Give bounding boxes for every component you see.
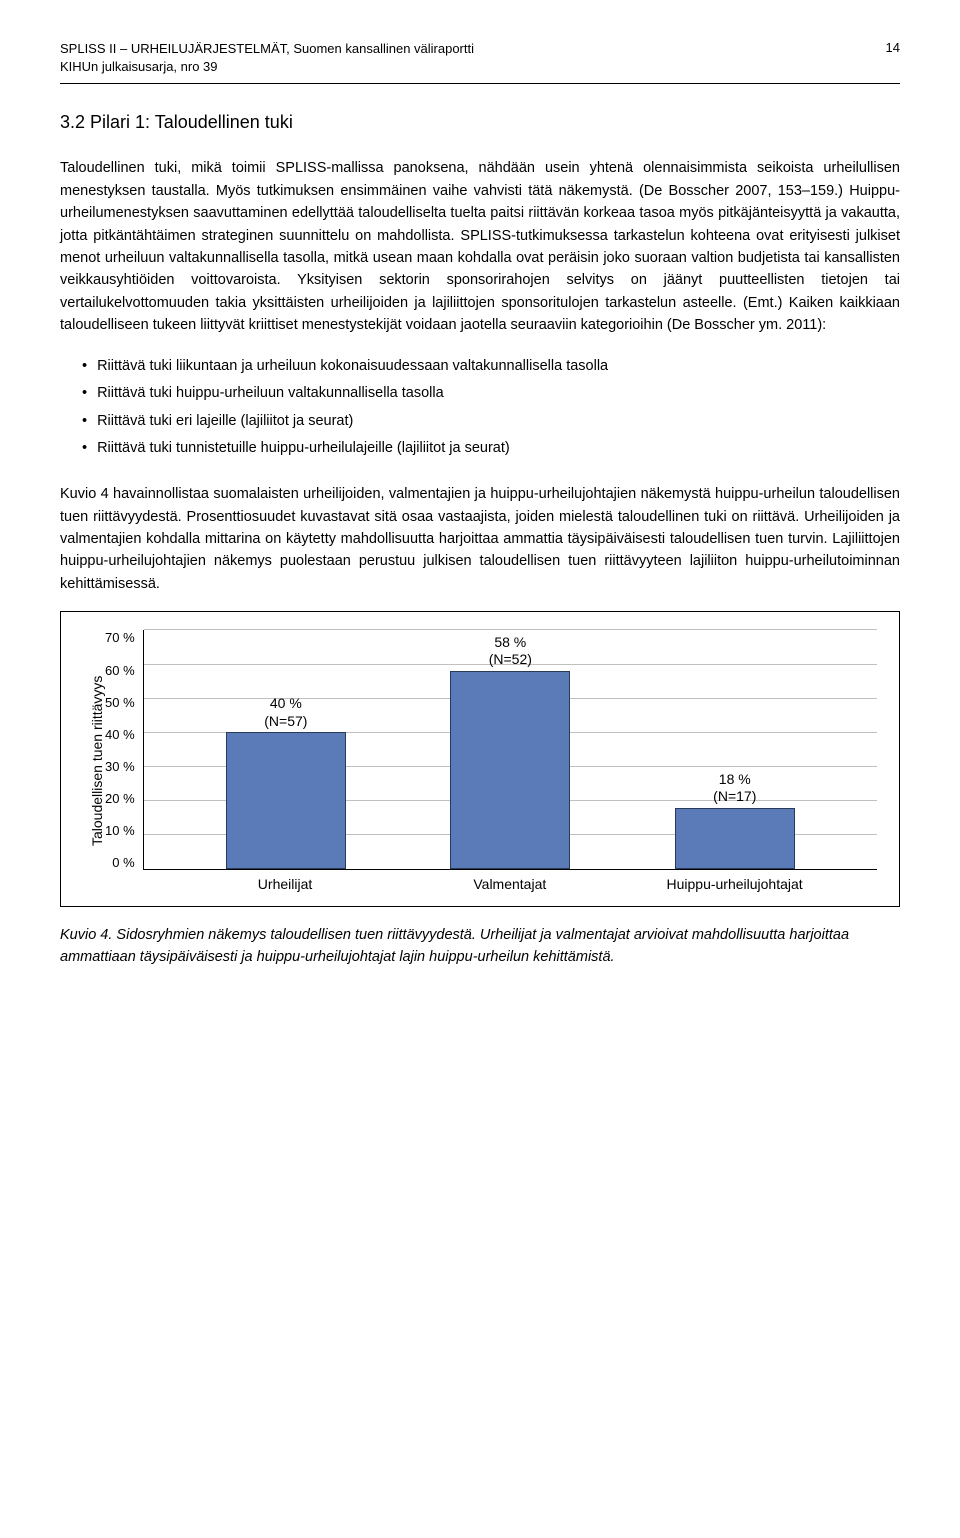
bar-chart: Taloudellisen tuen riittävyys 70 % 60 % … [83, 630, 877, 892]
plot-wrap: 40 %(N=57) 58 %(N=52) 18 %(N=17) Urheilija… [143, 630, 877, 892]
header-line2: KIHUn julkaisusarja, nro 39 [60, 58, 474, 76]
ytick: 30 % [105, 759, 135, 774]
bar-value-label: 58 %(N=52) [489, 634, 532, 669]
plot-area: 40 %(N=57) 58 %(N=52) 18 %(N=17) [143, 630, 877, 870]
y-axis-ticks: 70 % 60 % 50 % 40 % 30 % 20 % 10 % 0 % [105, 630, 143, 870]
ytick: 20 % [105, 791, 135, 806]
ytick: 10 % [105, 823, 135, 838]
y-axis-label: Taloudellisen tuen riittävyys [83, 630, 105, 892]
bar-group: 40 %(N=57) [192, 695, 381, 869]
bar-value-label: 40 %(N=57) [264, 695, 307, 730]
gridline [144, 629, 877, 630]
ytick: 40 % [105, 727, 135, 742]
paragraph-1: Taloudellinen tuki, mikä toimii SPLISS-m… [60, 157, 900, 337]
bullet-item: Riittävä tuki tunnistetuille huippu-urhe… [82, 435, 900, 463]
page-number: 14 [886, 40, 900, 55]
bullet-item: Riittävä tuki eri lajeille (lajiliitot j… [82, 408, 900, 436]
bar-group: 18 %(N=17) [641, 771, 830, 870]
section-heading: 3.2 Pilari 1: Taloudellinen tuki [60, 112, 900, 133]
bullet-item: Riittävä tuki huippu-urheiluun valtakunn… [82, 380, 900, 408]
x-axis-label: Urheilijat [191, 876, 380, 892]
ytick: 50 % [105, 695, 135, 710]
chart-container: Taloudellisen tuen riittävyys 70 % 60 % … [60, 611, 900, 907]
header-line1: SPLISS II – URHEILUJÄRJESTELMÄT, Suomen … [60, 40, 474, 58]
ytick: 60 % [105, 663, 135, 678]
figure-caption: Kuvio 4. Sidosryhmien näkemys taloudelli… [60, 925, 900, 969]
ytick: 0 % [105, 855, 135, 870]
page-header: SPLISS II – URHEILUJÄRJESTELMÄT, Suomen … [60, 40, 900, 84]
bar-group: 58 %(N=52) [416, 634, 605, 870]
x-axis-label: Huippu-urheilujohtajat [640, 876, 829, 892]
bar [450, 671, 570, 870]
ytick: 70 % [105, 630, 135, 645]
bullet-list: Riittävä tuki liikuntaan ja urheiluun ko… [82, 353, 900, 463]
bar [675, 808, 795, 870]
header-left: SPLISS II – URHEILUJÄRJESTELMÄT, Suomen … [60, 40, 474, 75]
bar [226, 732, 346, 869]
x-axis-label: Valmentajat [415, 876, 604, 892]
bar-value-label: 18 %(N=17) [713, 771, 756, 806]
bullet-item: Riittävä tuki liikuntaan ja urheiluun ko… [82, 353, 900, 381]
x-axis: Urheilijat Valmentajat Huippu-urheilujohta… [143, 870, 877, 892]
paragraph-2: Kuvio 4 havainnollistaa suomalaisten urh… [60, 483, 900, 595]
